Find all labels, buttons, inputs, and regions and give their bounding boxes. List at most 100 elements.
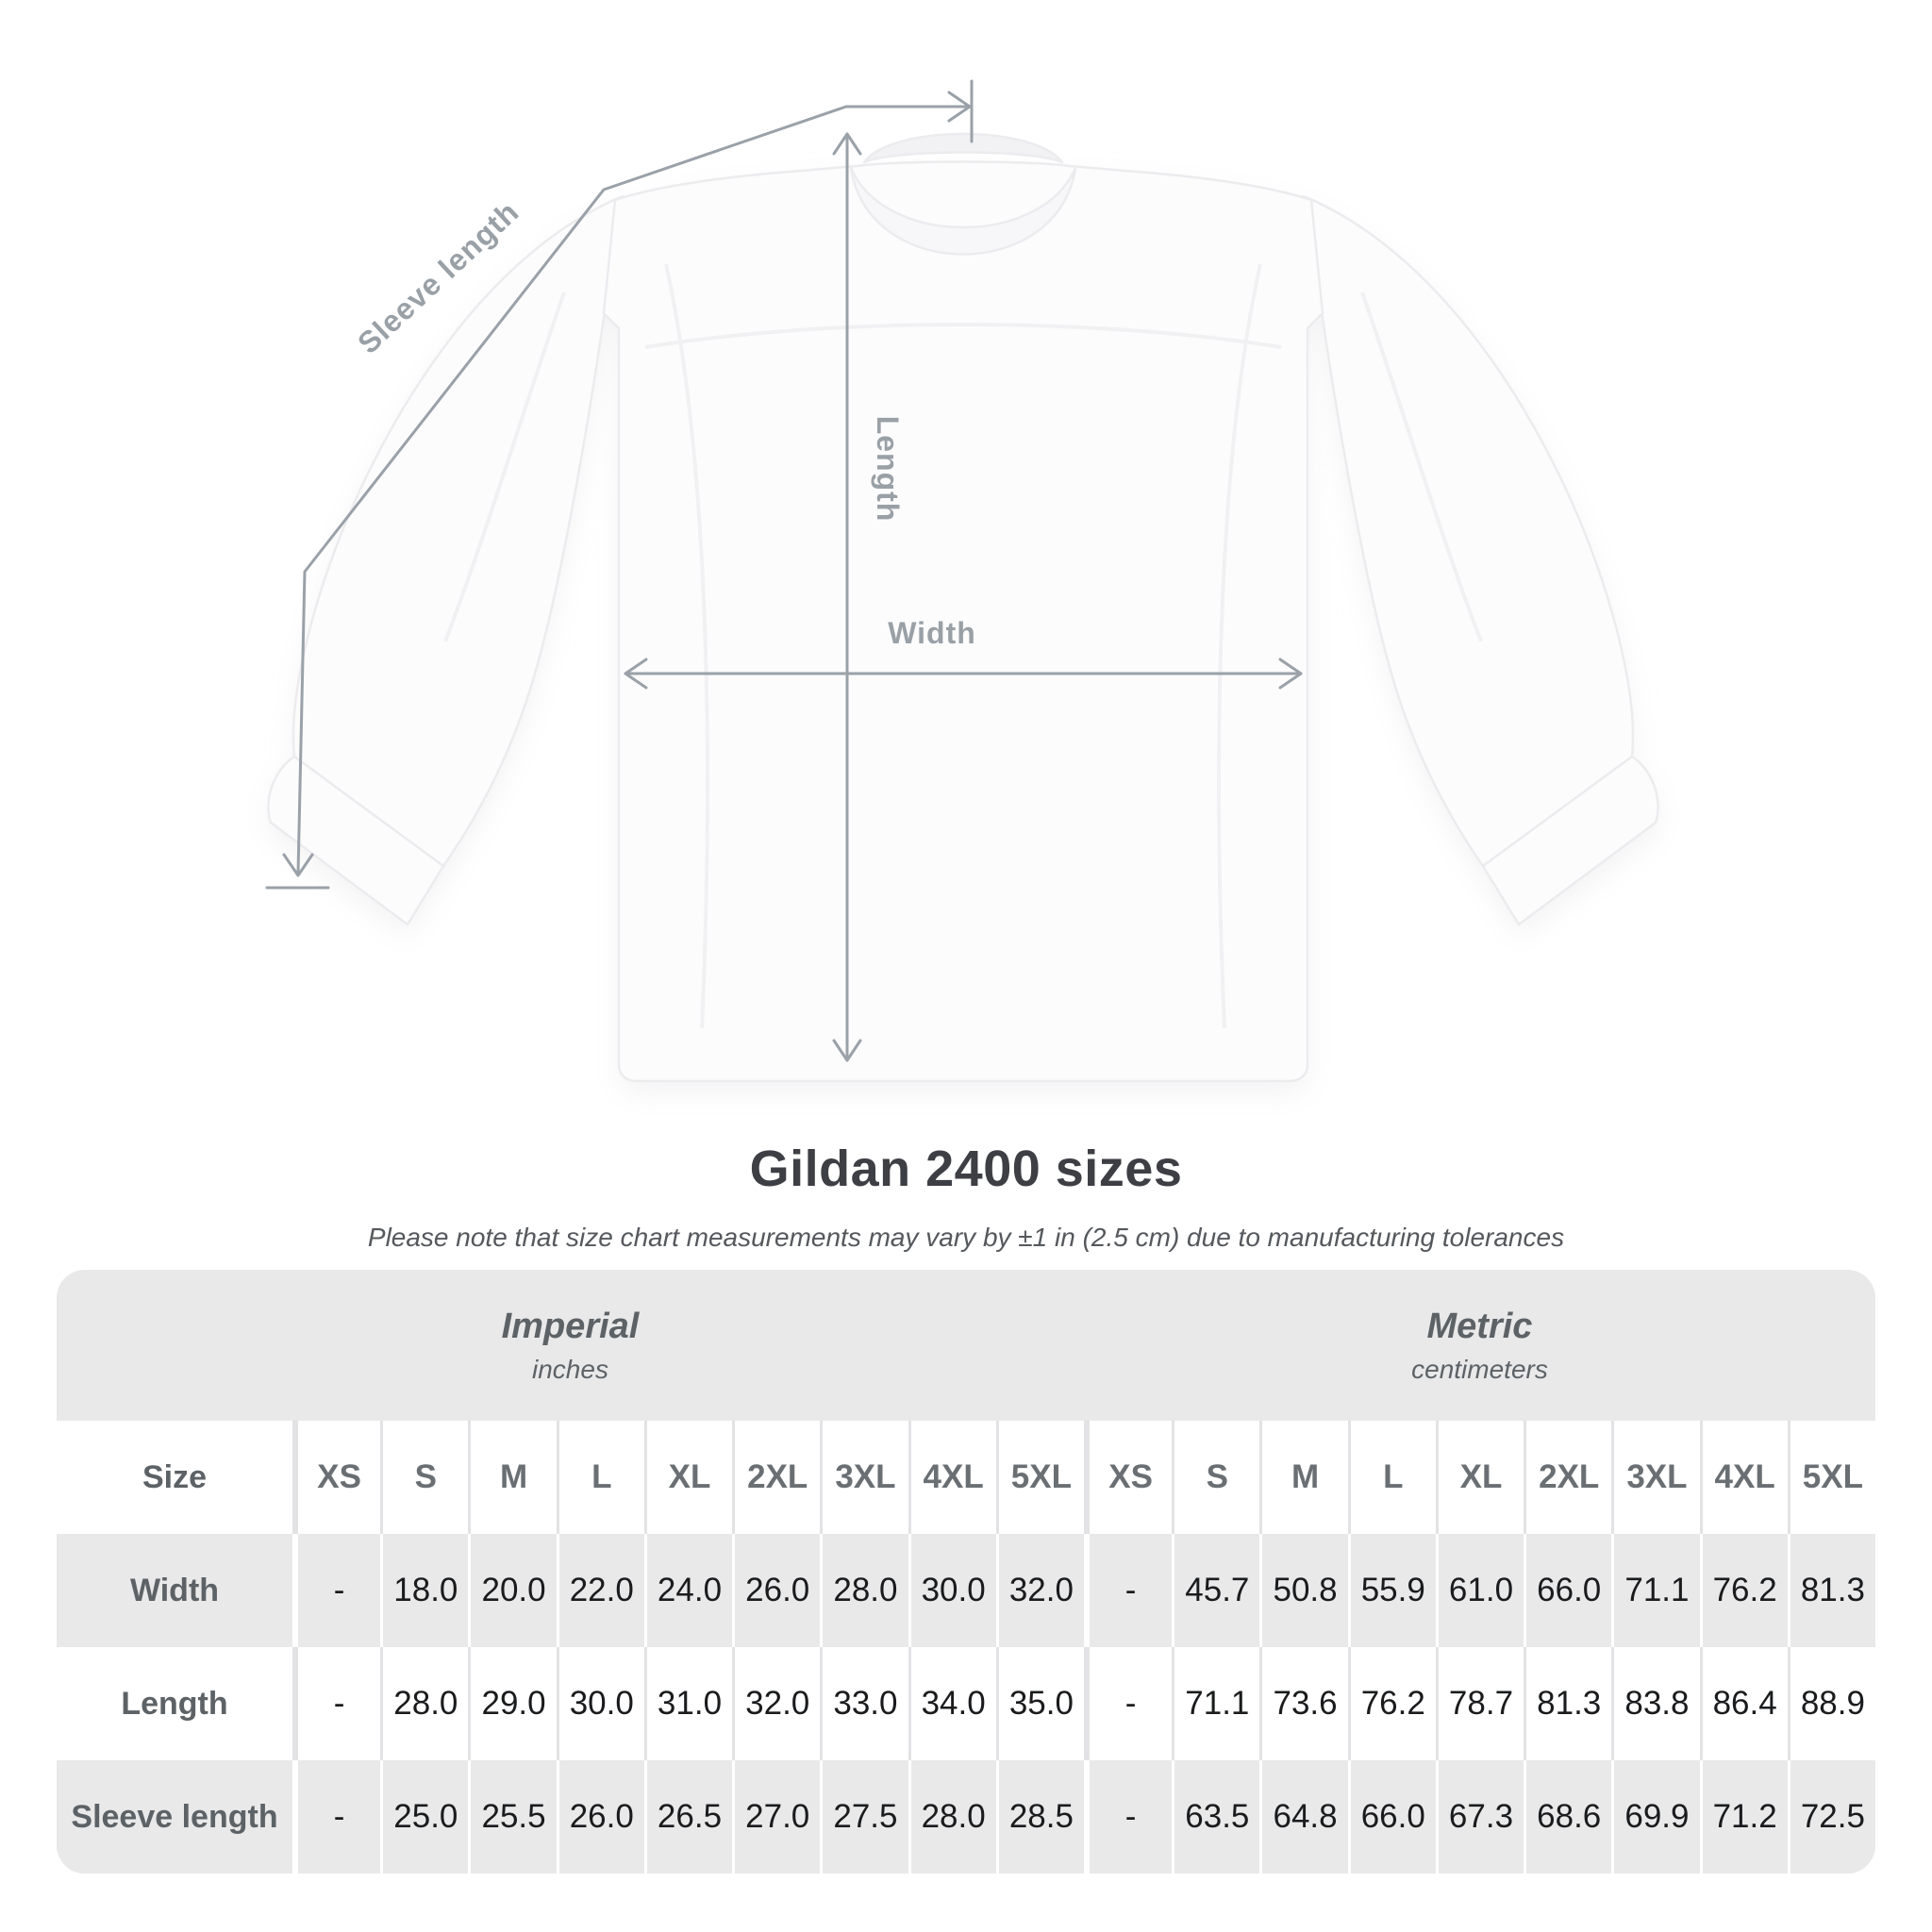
table-cell: 35.0 <box>995 1647 1084 1760</box>
row-label: Length <box>57 1647 292 1760</box>
table-cell: 24.0 <box>643 1534 733 1647</box>
table-cell: 29.0 <box>468 1647 557 1760</box>
unit-label-imperial: Imperial <box>501 1306 640 1346</box>
size-column-header: 5XL <box>995 1421 1084 1534</box>
table-cell: 63.5 <box>1172 1760 1260 1874</box>
shirt-illustration <box>267 132 1659 1083</box>
table-cell: 27.0 <box>732 1760 821 1874</box>
table-cell: 22.0 <box>556 1534 644 1647</box>
table-cell: - <box>1083 1760 1173 1874</box>
table-cell: 30.0 <box>908 1534 996 1647</box>
table-cell: 81.3 <box>1787 1534 1875 1647</box>
table-cell: 32.0 <box>732 1647 821 1760</box>
table-cell: 66.0 <box>1524 1534 1612 1647</box>
unit-group-metric: Metric centimeters <box>1084 1270 1875 1421</box>
length-arrowhead-down <box>832 1039 862 1062</box>
size-column-header: L <box>1347 1421 1436 1534</box>
table-cell: 71.1 <box>1611 1534 1700 1647</box>
sleeve-length-arrowhead-down <box>282 853 314 877</box>
table-cell: 68.6 <box>1524 1760 1612 1874</box>
table-cell: 55.9 <box>1347 1534 1436 1647</box>
length-arrowhead-up <box>832 132 862 156</box>
size-column-header: M <box>468 1421 557 1534</box>
shirt-right-sleeve <box>1302 194 1635 868</box>
row-label: Sleeve length <box>57 1760 292 1874</box>
table-cell: 26.5 <box>643 1760 733 1874</box>
size-column-header: XL <box>1435 1421 1524 1534</box>
table-cell: 26.0 <box>732 1534 821 1647</box>
table-cell: 86.4 <box>1699 1647 1788 1760</box>
size-column-header: XL <box>643 1421 733 1534</box>
table-cell: 34.0 <box>908 1647 996 1760</box>
table-cell: 25.0 <box>380 1760 469 1874</box>
table-cell: 81.3 <box>1524 1647 1612 1760</box>
size-column-header: M <box>1259 1421 1348 1534</box>
table-cell: 28.5 <box>995 1760 1084 1874</box>
table-cell: 25.5 <box>468 1760 557 1874</box>
table-cell: 69.9 <box>1611 1760 1700 1874</box>
table-cell: 67.3 <box>1435 1760 1524 1874</box>
unit-sublabel-inches: inches <box>532 1354 608 1384</box>
size-table: Imperial inches Metric centimeters Size X… <box>57 1270 1875 1874</box>
table-cell: 27.5 <box>820 1760 908 1874</box>
table-cell: 50.8 <box>1259 1534 1348 1647</box>
table-cell: - <box>292 1647 381 1760</box>
table-cell: 45.7 <box>1172 1534 1260 1647</box>
table-cell: 76.2 <box>1699 1534 1788 1647</box>
sleeve-length-arrowhead-right <box>947 91 972 123</box>
table-cell: 78.7 <box>1435 1647 1524 1760</box>
table-cell: 76.2 <box>1347 1647 1436 1760</box>
table-cell: 83.8 <box>1611 1647 1700 1760</box>
size-column-header: XS <box>1083 1421 1173 1534</box>
table-cell: 73.6 <box>1259 1647 1348 1760</box>
table-cell: - <box>1083 1647 1173 1760</box>
unit-group-imperial: Imperial inches <box>57 1270 1084 1421</box>
length-label: Length <box>871 416 905 523</box>
table-cell: 28.0 <box>380 1647 469 1760</box>
table-cell: 33.0 <box>820 1647 908 1760</box>
size-column-header: 2XL <box>732 1421 821 1534</box>
table-cell: 32.0 <box>995 1534 1084 1647</box>
table-cell: 64.8 <box>1259 1760 1348 1874</box>
unit-sublabel-centimeters: centimeters <box>1411 1354 1548 1384</box>
measurement-lines <box>265 79 1303 1062</box>
table-cell: 72.5 <box>1787 1760 1875 1874</box>
size-column-header: S <box>1172 1421 1260 1534</box>
page-title: Gildan 2400 sizes <box>749 1141 1183 1197</box>
width-label: Width <box>888 616 976 650</box>
shirt-right-cuff <box>1481 755 1659 926</box>
table-cell: - <box>292 1534 381 1647</box>
sleeve-length-arrow <box>296 105 972 875</box>
table-cell: 66.0 <box>1347 1760 1436 1874</box>
size-column-header: 2XL <box>1524 1421 1612 1534</box>
table-cell: 71.2 <box>1699 1760 1788 1874</box>
table-cell: 30.0 <box>556 1647 644 1760</box>
table-cell: 31.0 <box>643 1647 733 1760</box>
unit-label-metric: Metric <box>1426 1306 1533 1346</box>
table-cell: 61.0 <box>1435 1534 1524 1647</box>
table-cell: 88.9 <box>1787 1647 1875 1760</box>
size-column-header: S <box>380 1421 469 1534</box>
shirt-body <box>602 160 1324 1083</box>
size-column-header: XS <box>292 1421 381 1534</box>
table-cell: 18.0 <box>380 1534 469 1647</box>
table-cell: - <box>1083 1534 1173 1647</box>
table-cell: 71.1 <box>1172 1647 1260 1760</box>
table-cell: 20.0 <box>468 1534 557 1647</box>
size-column-header: 4XL <box>1699 1421 1788 1534</box>
shirt-left-cuff <box>267 755 445 926</box>
size-column-header: 4XL <box>908 1421 996 1534</box>
width-arrowhead-left <box>624 658 648 690</box>
table-cell: 26.0 <box>556 1760 644 1874</box>
shirt-left-sleeve <box>291 194 625 868</box>
size-column-header: L <box>556 1421 644 1534</box>
size-column-header: 5XL <box>1787 1421 1875 1534</box>
table-cell: 28.0 <box>820 1534 908 1647</box>
row-label: Width <box>57 1534 292 1647</box>
fabric-folds <box>443 263 1483 1029</box>
table-cell: 28.0 <box>908 1760 996 1874</box>
table-cell: - <box>292 1760 381 1874</box>
shirt-collar <box>849 166 1077 256</box>
size-column-header: 3XL <box>820 1421 908 1534</box>
